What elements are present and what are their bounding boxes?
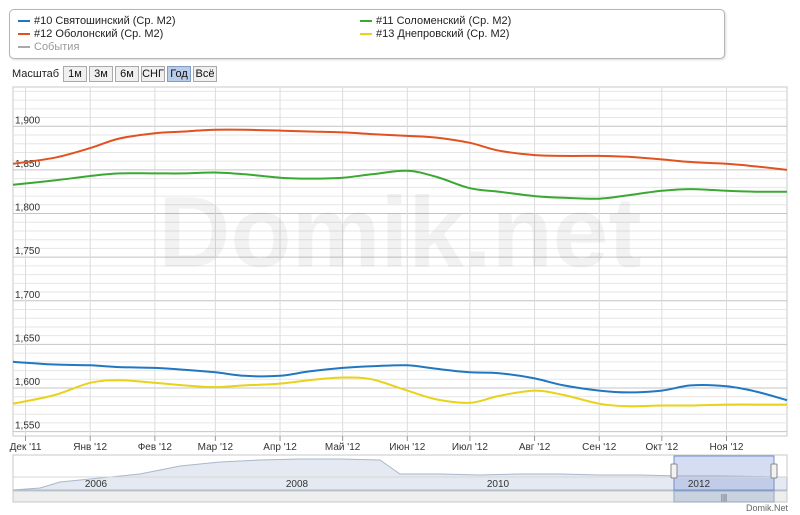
navigator-handle-right[interactable] (770, 463, 778, 479)
navigator-year-label: 2012 (688, 479, 711, 490)
legend-swatch (360, 33, 372, 36)
x-tick-label: Авг '12 (519, 442, 551, 453)
navigator-year-label: 2010 (487, 479, 510, 490)
x-tick-label: Май '12 (325, 442, 361, 453)
y-tick-label: 1,750 (15, 246, 40, 257)
navigator-area (12, 458, 788, 491)
vertical-gridlines (25, 87, 727, 436)
zoom-3m-button[interactable]: 3м (89, 66, 113, 82)
navigator-year-label: 2008 (286, 479, 309, 490)
zoom-all-button[interactable]: Всё (193, 66, 217, 82)
legend-swatch (18, 33, 30, 36)
chart-legend: #10 Святошинский (Ср. М2) #12 Оболонский… (9, 9, 725, 59)
y-tick-label: 1,550 (15, 421, 40, 432)
x-tick-label: Апр '12 (263, 442, 297, 453)
x-tick-label: Окт '12 (645, 442, 678, 453)
series-line-3 (12, 128, 788, 171)
y-tick-label: 1,850 (15, 159, 40, 170)
navigator-handle-left[interactable] (670, 463, 678, 479)
series-lines (12, 128, 788, 408)
series-line-1 (12, 360, 788, 402)
legend-item-series-10[interactable]: #10 Святошинский (Ср. М2) (18, 15, 176, 27)
navigator-scrollbar-thumb[interactable] (673, 490, 775, 503)
horizontal-gridlines (13, 90, 787, 433)
x-tick-label: Янв '12 (73, 442, 107, 453)
zoom-ytd-button[interactable]: СНГ (141, 66, 165, 82)
y-tick-label: 1,800 (15, 203, 40, 214)
x-tick-label: Ноя '12 (709, 442, 743, 453)
zoom-1y-button[interactable]: Год (167, 66, 191, 82)
legend-item-series-13[interactable]: #13 Днепровский (Ср. М2) (360, 28, 509, 40)
y-tick-label: 1,900 (15, 115, 40, 126)
y-tick-label: 1,700 (15, 290, 40, 301)
legend-swatch (18, 46, 30, 49)
legend-item-series-11[interactable]: #11 Соломенский (Ср. М2) (360, 15, 511, 27)
legend-label: #10 Святошинский (Ср. М2) (34, 15, 176, 27)
y-tick-label: 1,600 (15, 377, 40, 388)
zoom-label: Масштаб (12, 68, 60, 80)
legend-item-series-12[interactable]: #12 Оболонский (Ср. М2) (18, 28, 163, 40)
navigator[interactable]: 2006 2008 2010 2012 ||| (12, 454, 788, 503)
watermark: Domik.net (158, 176, 641, 288)
legend-label: События (34, 41, 80, 53)
plot-area (12, 86, 788, 437)
y-tick-label: 1,650 (15, 333, 40, 344)
navigator-year-label: 2006 (85, 479, 108, 490)
series-line-4 (12, 376, 787, 408)
credit-text: Domik.Net (746, 503, 789, 513)
y-axis-labels: 1,550 1,600 1,650 1,700 1,750 1,800 1,850 1,900 (15, 115, 40, 431)
x-tick-label: Июл '12 (452, 442, 489, 453)
legend-label: #12 Оболонский (Ср. М2) (34, 28, 164, 40)
x-tick-label: Июн '12 (389, 442, 425, 453)
legend-item-events[interactable]: События (18, 41, 79, 53)
x-tick-label: Дек '11 (10, 442, 42, 453)
x-tick-label: Мар '12 (198, 442, 234, 453)
scrollbar-grip-icon: ||| (721, 493, 727, 502)
series-line-2 (12, 169, 788, 200)
legend-swatch (360, 20, 372, 23)
legend-label: #11 Соломенский (Ср. М2) (376, 15, 512, 27)
zoom-6m-button[interactable]: 6м (115, 66, 139, 82)
x-tick-label: Сен '12 (582, 442, 617, 453)
legend-label: #13 Днепровский (Ср. М2) (376, 28, 510, 40)
navigator-scrollbar-track[interactable] (12, 490, 788, 503)
x-axis-labels: Дек '11 Янв '12 Фев '12 Мар '12 Апр '12 Май '… (10, 436, 744, 453)
zoom-1m-button[interactable]: 1м (63, 66, 87, 82)
legend-swatch (18, 20, 30, 23)
x-tick-label: Фев '12 (138, 442, 173, 453)
